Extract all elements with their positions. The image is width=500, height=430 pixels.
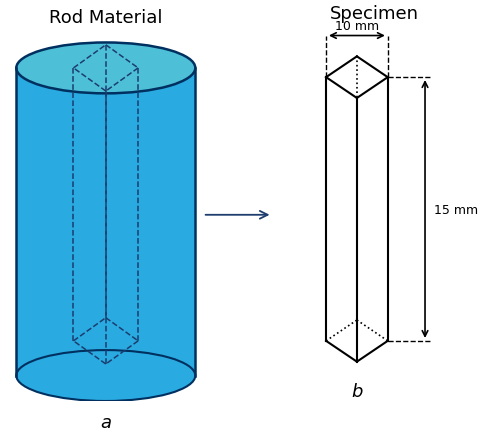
Ellipse shape	[16, 350, 196, 401]
Polygon shape	[16, 69, 196, 376]
Text: b: b	[351, 383, 362, 401]
Text: Specimen: Specimen	[330, 5, 419, 23]
Text: a: a	[100, 413, 112, 430]
Text: 10 mm: 10 mm	[335, 20, 379, 33]
Ellipse shape	[16, 43, 196, 94]
Text: 15 mm: 15 mm	[434, 203, 478, 216]
Text: Rod Material: Rod Material	[49, 9, 162, 27]
